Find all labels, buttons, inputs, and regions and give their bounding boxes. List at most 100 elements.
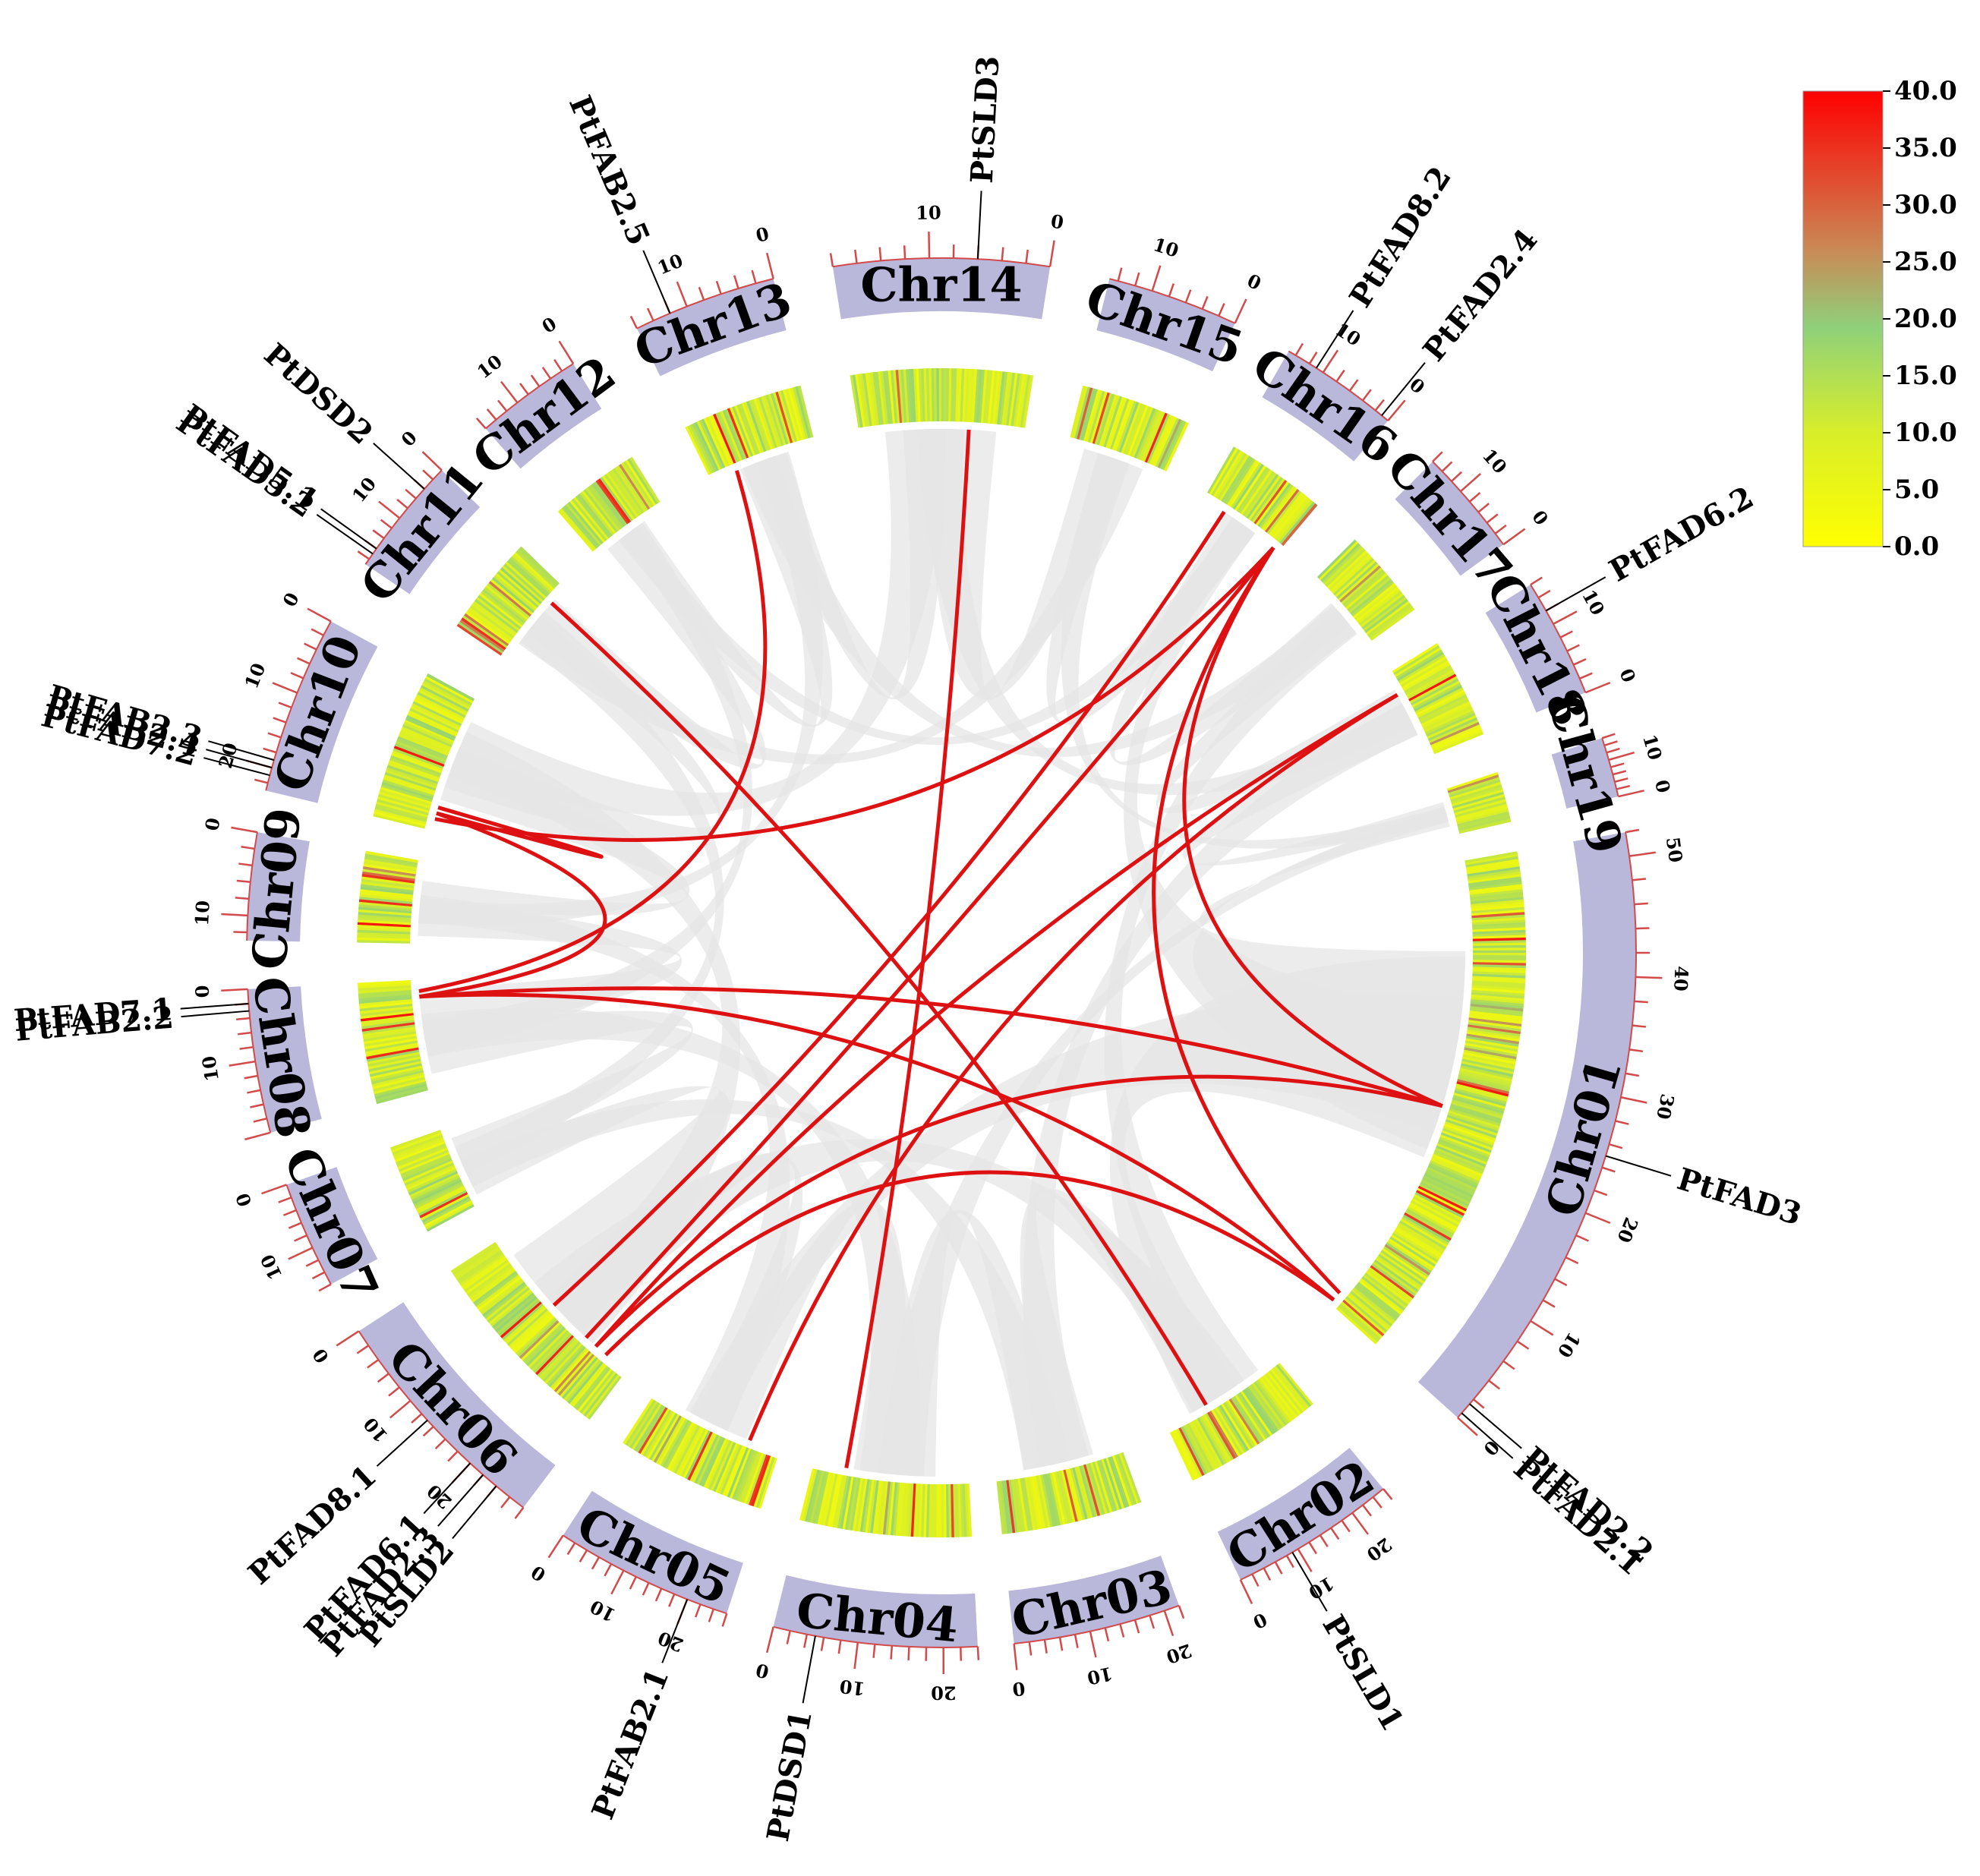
heat-cell — [1085, 1463, 1103, 1516]
heat-cell — [459, 1253, 505, 1286]
heat-cell — [955, 368, 960, 422]
heat-cell — [1457, 1079, 1509, 1095]
heat-cell — [1069, 1468, 1086, 1521]
heat-cell — [1411, 680, 1461, 708]
heat-cell — [1133, 408, 1156, 459]
heat-cell — [1415, 1190, 1465, 1217]
heat-cell — [1411, 1198, 1460, 1226]
heat-cell — [385, 769, 437, 789]
tick — [1628, 851, 1656, 857]
tick — [1530, 576, 1543, 586]
heat-cell — [424, 1200, 472, 1228]
heat-cell — [1244, 472, 1278, 518]
heat-cell — [1070, 385, 1086, 438]
heatmap-chr05 — [623, 1398, 777, 1509]
heat-cell — [1044, 1473, 1058, 1527]
heat-cell — [1326, 550, 1368, 589]
heat-cell — [1209, 1411, 1238, 1458]
heat-cell — [369, 1062, 422, 1077]
heat-cell — [1457, 813, 1510, 830]
heat-cell — [1397, 651, 1445, 682]
heat-cell — [478, 594, 522, 629]
heat-cell — [407, 712, 458, 737]
heat-cell — [773, 392, 791, 444]
heat-cell — [1211, 449, 1241, 497]
heat-cell — [1363, 597, 1408, 632]
tick-label: 10 — [916, 201, 941, 224]
heat-cell — [1138, 409, 1162, 461]
heat-cell — [1101, 395, 1121, 447]
tick — [239, 1045, 254, 1050]
tick — [1488, 1379, 1500, 1390]
synteny-ribbon — [709, 1200, 906, 1475]
chromosome-chr15: 0 10 Chr15 — [1079, 233, 1265, 376]
heat-cell — [519, 1320, 560, 1359]
heat-cell — [1225, 1401, 1256, 1448]
tick — [829, 253, 834, 267]
heat-cell — [376, 1087, 428, 1105]
heat-cell — [1219, 454, 1250, 502]
heat-cell — [604, 473, 637, 519]
heat-cell — [379, 788, 432, 807]
tick — [267, 732, 282, 739]
heat-cell — [358, 982, 411, 989]
heat-cell — [867, 372, 878, 426]
heat-cell — [1159, 419, 1184, 470]
heat-cell — [498, 569, 541, 607]
heat-cell — [1114, 399, 1135, 452]
heat-cell — [961, 1483, 967, 1537]
heat-cell — [799, 1468, 815, 1521]
heat-cell — [768, 393, 787, 446]
heat-cell — [1420, 1181, 1469, 1208]
tick — [380, 519, 393, 529]
heat-cell — [960, 368, 965, 422]
heat-cell — [1180, 1426, 1207, 1475]
heat-cell — [400, 728, 451, 752]
heat-cell — [388, 759, 440, 780]
heat-cell — [414, 698, 463, 724]
heat-cell — [1118, 1452, 1140, 1505]
heat-cell — [1107, 1456, 1127, 1509]
heat-cell — [945, 1483, 950, 1537]
tick — [1553, 610, 1578, 626]
heat-cell — [1242, 471, 1275, 517]
heat-cell — [1430, 1158, 1481, 1182]
heat-cell — [1123, 403, 1145, 455]
tick — [247, 1089, 261, 1094]
tick — [1119, 1623, 1125, 1638]
chromosome-box — [358, 1302, 556, 1508]
heat-cell — [713, 413, 736, 464]
tick — [721, 1613, 728, 1627]
heat-cell — [1411, 678, 1459, 706]
heat-cell — [1188, 1422, 1216, 1471]
heat-cell — [424, 1202, 474, 1230]
heat-cell — [1102, 1458, 1122, 1510]
tick — [1632, 1024, 1647, 1028]
heat-cell — [1339, 565, 1382, 603]
heat-cell — [1266, 490, 1302, 534]
heat-cell — [453, 1245, 500, 1278]
chromosome-chr10: 01020Chr10 — [214, 589, 378, 803]
tick — [1330, 1527, 1340, 1540]
heat-cell — [834, 1475, 847, 1528]
heat-cell — [953, 368, 957, 422]
heat-cell — [1087, 1463, 1105, 1515]
heat-cell — [359, 1003, 413, 1012]
tick-axis — [1457, 831, 1637, 1418]
heat-cell — [1471, 899, 1524, 907]
tick — [1614, 777, 1628, 783]
heat-cell — [982, 370, 991, 424]
heat-cell — [1348, 577, 1392, 613]
heat-cell — [670, 1424, 698, 1473]
heat-cell — [1184, 1424, 1212, 1473]
heat-cell — [698, 419, 724, 470]
gene-leader — [316, 513, 374, 555]
heat-cell — [1427, 1165, 1478, 1189]
heat-cell — [1472, 953, 1526, 957]
tick — [1473, 1398, 1485, 1409]
heat-cell — [1428, 1162, 1479, 1187]
tick — [1201, 295, 1209, 310]
heat-cell — [555, 1351, 593, 1395]
heat-cell — [482, 588, 526, 624]
